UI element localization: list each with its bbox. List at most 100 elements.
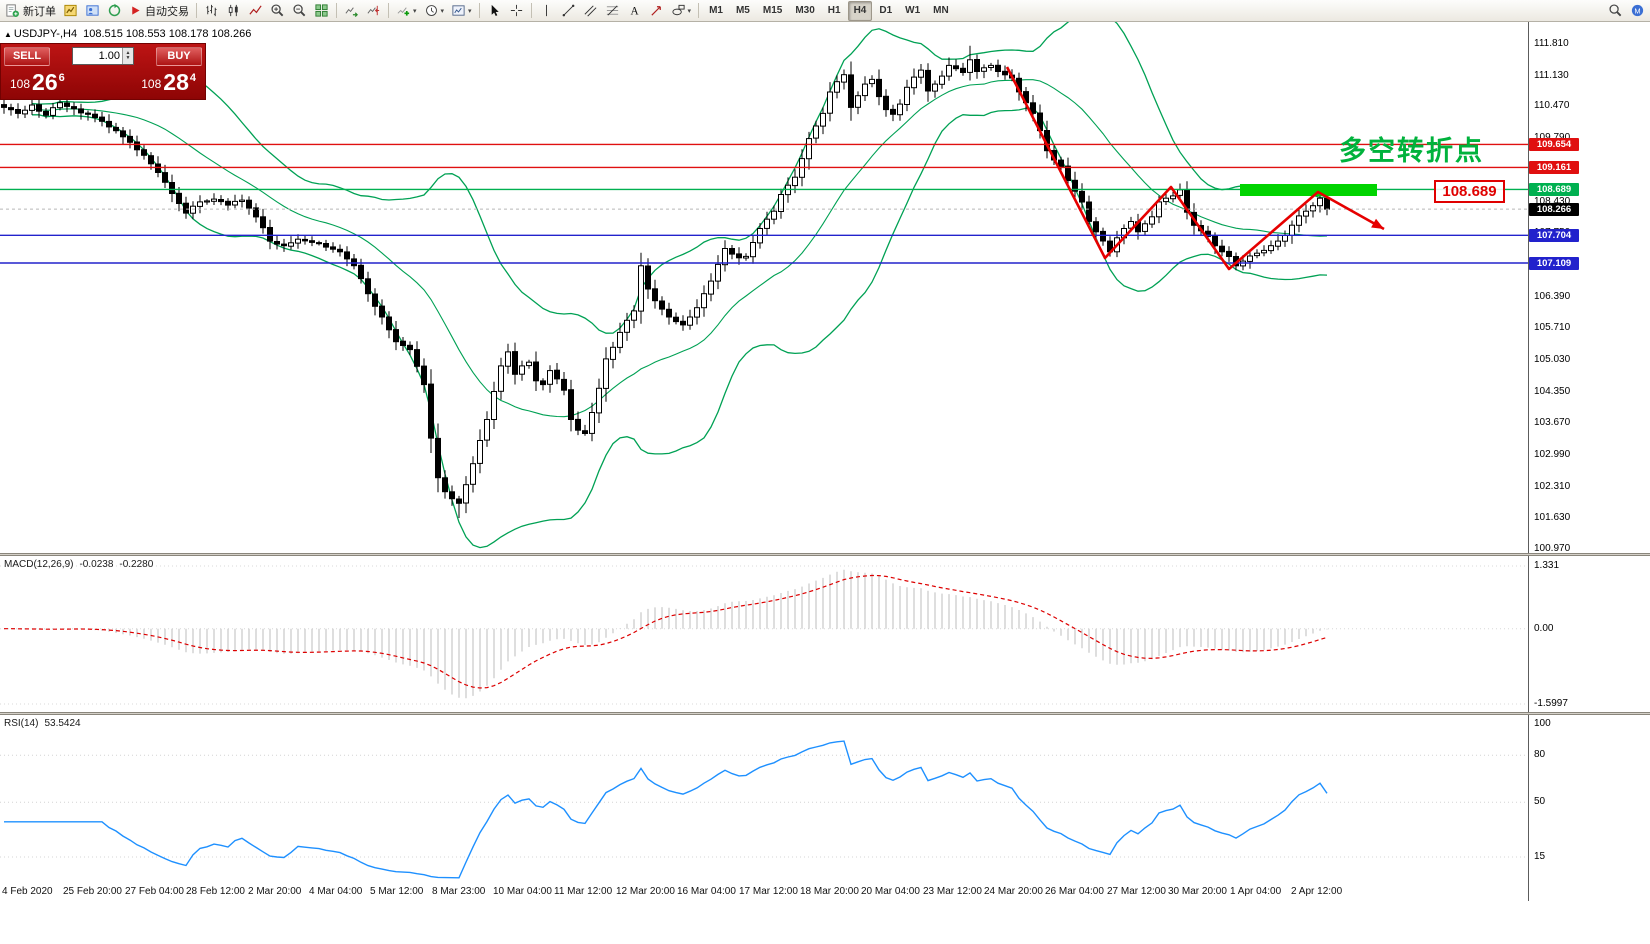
zoom-out-button[interactable] xyxy=(289,1,310,21)
refresh-button[interactable] xyxy=(104,1,125,21)
rsi-canvas[interactable] xyxy=(0,715,1650,883)
vertical-line-button[interactable] xyxy=(536,1,557,21)
macd-panel[interactable]: MACD(12,26,9) -0.0238 -0.2280 1.331 0.00 -1.… xyxy=(0,556,1650,712)
timeframe-m5[interactable]: M5 xyxy=(735,5,750,16)
auto-scroll-button[interactable] xyxy=(341,1,362,21)
auto-scroll-icon xyxy=(345,7,358,18)
buy-button[interactable]: BUY xyxy=(156,46,202,66)
axis-separator-line xyxy=(1528,22,1529,901)
time-axis-label: 2 Mar 20:00 xyxy=(248,886,302,897)
tile-windows-button[interactable] xyxy=(311,1,332,21)
price-level-tag: 107.704 xyxy=(1529,228,1579,242)
panel-divider[interactable] xyxy=(0,553,1650,556)
time-axis-label: 10 Mar 04:00 xyxy=(493,886,552,897)
arrow-label-button[interactable] xyxy=(646,1,667,21)
fibonacci-button[interactable] xyxy=(602,1,623,21)
crosshair-button[interactable] xyxy=(506,1,527,21)
timeframe-m30[interactable]: M30 xyxy=(795,5,815,16)
volume-spinner[interactable]: ▲ ▼ xyxy=(122,48,133,64)
volume-stepper[interactable]: ▲▼ xyxy=(72,47,134,65)
price-tick: 111.810 xyxy=(1534,38,1569,49)
indicators-button[interactable]: ▾ xyxy=(393,1,420,21)
price-tick: 102.310 xyxy=(1534,480,1571,492)
timeframe-mn[interactable]: MN xyxy=(933,5,949,16)
timeframe-d1[interactable]: D1 xyxy=(879,5,893,16)
candles xyxy=(1,45,1330,518)
templates-button[interactable]: ▾ xyxy=(448,1,475,21)
new-order-button[interactable]: 新订单 xyxy=(2,1,59,21)
price-level-tag: 108.689 xyxy=(1529,182,1579,196)
timeframe-m15[interactable]: M15 xyxy=(762,5,783,16)
trendline-button[interactable] xyxy=(558,1,579,21)
buy-price-pip: 4 xyxy=(189,72,196,84)
chart-shift-button[interactable] xyxy=(363,1,384,21)
sell-price-big: 26 xyxy=(32,69,58,95)
turning-point-annotation: 多空转折点 xyxy=(1339,136,1484,166)
rsi-axis-label: 80 xyxy=(1534,749,1546,761)
shapes-button[interactable]: ▾ xyxy=(668,1,695,21)
zoom-out-icon xyxy=(293,4,306,17)
time-axis-label: 11 Mar 12:00 xyxy=(554,886,613,897)
price-tick: 111.130 xyxy=(1534,69,1569,81)
macd-canvas[interactable] xyxy=(0,556,1650,712)
time-axis-label: 20 Mar 04:00 xyxy=(861,886,920,897)
candlestick-chart-button[interactable] xyxy=(223,1,244,21)
text-button[interactable]: A xyxy=(624,1,645,21)
timeframe-group: M1 M5 M15 M30 H1 H4 D1 W1 MN xyxy=(703,0,955,21)
time-axis-label: 1 Apr 04:00 xyxy=(1230,886,1282,897)
main-chart-canvas[interactable] xyxy=(0,22,1650,553)
profiles-button[interactable] xyxy=(82,1,103,21)
zoom-in-button[interactable] xyxy=(267,1,288,21)
search-button[interactable] xyxy=(1605,1,1626,21)
equidistant-channel-button[interactable] xyxy=(580,1,601,21)
timeframe-h4[interactable]: H4 xyxy=(847,0,873,21)
bars-chart-button[interactable] xyxy=(201,1,222,21)
dropdown-caret: ▾ xyxy=(440,7,445,15)
time-axis-label: 8 Mar 23:00 xyxy=(432,886,486,897)
price-axis[interactable]: 111.810111.130110.470109.790109.110108.4… xyxy=(1529,22,1650,553)
time-axis-label: 2 Apr 12:00 xyxy=(1291,886,1343,897)
main-chart-panel[interactable]: ▲ USDJPY-,H4 108.515 108.553 108.178 108.2… xyxy=(0,22,1650,553)
tile-windows-icon xyxy=(315,4,328,17)
macd-histogram xyxy=(10,569,1328,699)
sell-price[interactable]: 108 26 6 xyxy=(10,71,65,94)
volume-input[interactable] xyxy=(73,48,122,64)
macd-signal-value: -0.2280 xyxy=(119,559,154,570)
rsi-panel[interactable]: RSI(14) 53.5424 100 80 50 15 xyxy=(0,715,1650,883)
price-level-callout: 108.689 xyxy=(1434,180,1505,203)
auto-trading-icon xyxy=(132,6,140,15)
toolbar-separator xyxy=(698,3,700,18)
community-button[interactable]: M xyxy=(1627,1,1648,21)
time-axis-label: 4 Mar 04:00 xyxy=(309,886,363,897)
buy-price[interactable]: 108 28 4 xyxy=(141,71,196,94)
price-level-tag: 107.109 xyxy=(1529,256,1579,270)
bollinger-bands xyxy=(31,22,1328,549)
time-axis-label: 17 Mar 12:00 xyxy=(739,886,798,897)
timeframe-h1[interactable]: H1 xyxy=(827,5,841,16)
rsi-axis-label: 100 xyxy=(1534,718,1551,729)
time-axis[interactable]: 4 Feb 2020 25 Feb 20:00 27 Feb 04:00 28 Feb… xyxy=(0,883,1650,901)
arrow-label-icon xyxy=(650,6,661,16)
auto-trading-button[interactable]: 自动交易 xyxy=(126,1,192,21)
time-axis-label: 24 Mar 20:00 xyxy=(984,886,1043,897)
sell-price-prefix: 108 xyxy=(10,77,31,91)
spin-down-icon[interactable]: ▼ xyxy=(125,55,131,61)
line-chart-button[interactable] xyxy=(245,1,266,21)
time-axis-label: 23 Mar 12:00 xyxy=(923,886,982,897)
trend-annotation-arrow xyxy=(1005,66,1385,271)
macd-axis-label: 1.331 xyxy=(1534,560,1560,571)
periods-button[interactable]: ▾ xyxy=(421,1,448,21)
timeframe-w1[interactable]: W1 xyxy=(905,5,921,16)
timeframe-m1[interactable]: M1 xyxy=(709,5,723,16)
macd-name: MACD(12,26,9) xyxy=(4,559,74,570)
cursor-button[interactable] xyxy=(484,1,505,21)
new-chart-button[interactable] xyxy=(60,1,81,21)
price-tick: 108.430 xyxy=(1534,195,1571,207)
rsi-axis: 100 80 50 15 xyxy=(1529,715,1650,883)
price-tick: 102.990 xyxy=(1534,448,1571,460)
time-axis-label: 28 Feb 12:00 xyxy=(186,886,245,897)
panel-divider[interactable] xyxy=(0,712,1650,715)
spin-up-icon[interactable]: ▲ xyxy=(125,50,131,56)
sell-button[interactable]: SELL xyxy=(4,46,50,66)
